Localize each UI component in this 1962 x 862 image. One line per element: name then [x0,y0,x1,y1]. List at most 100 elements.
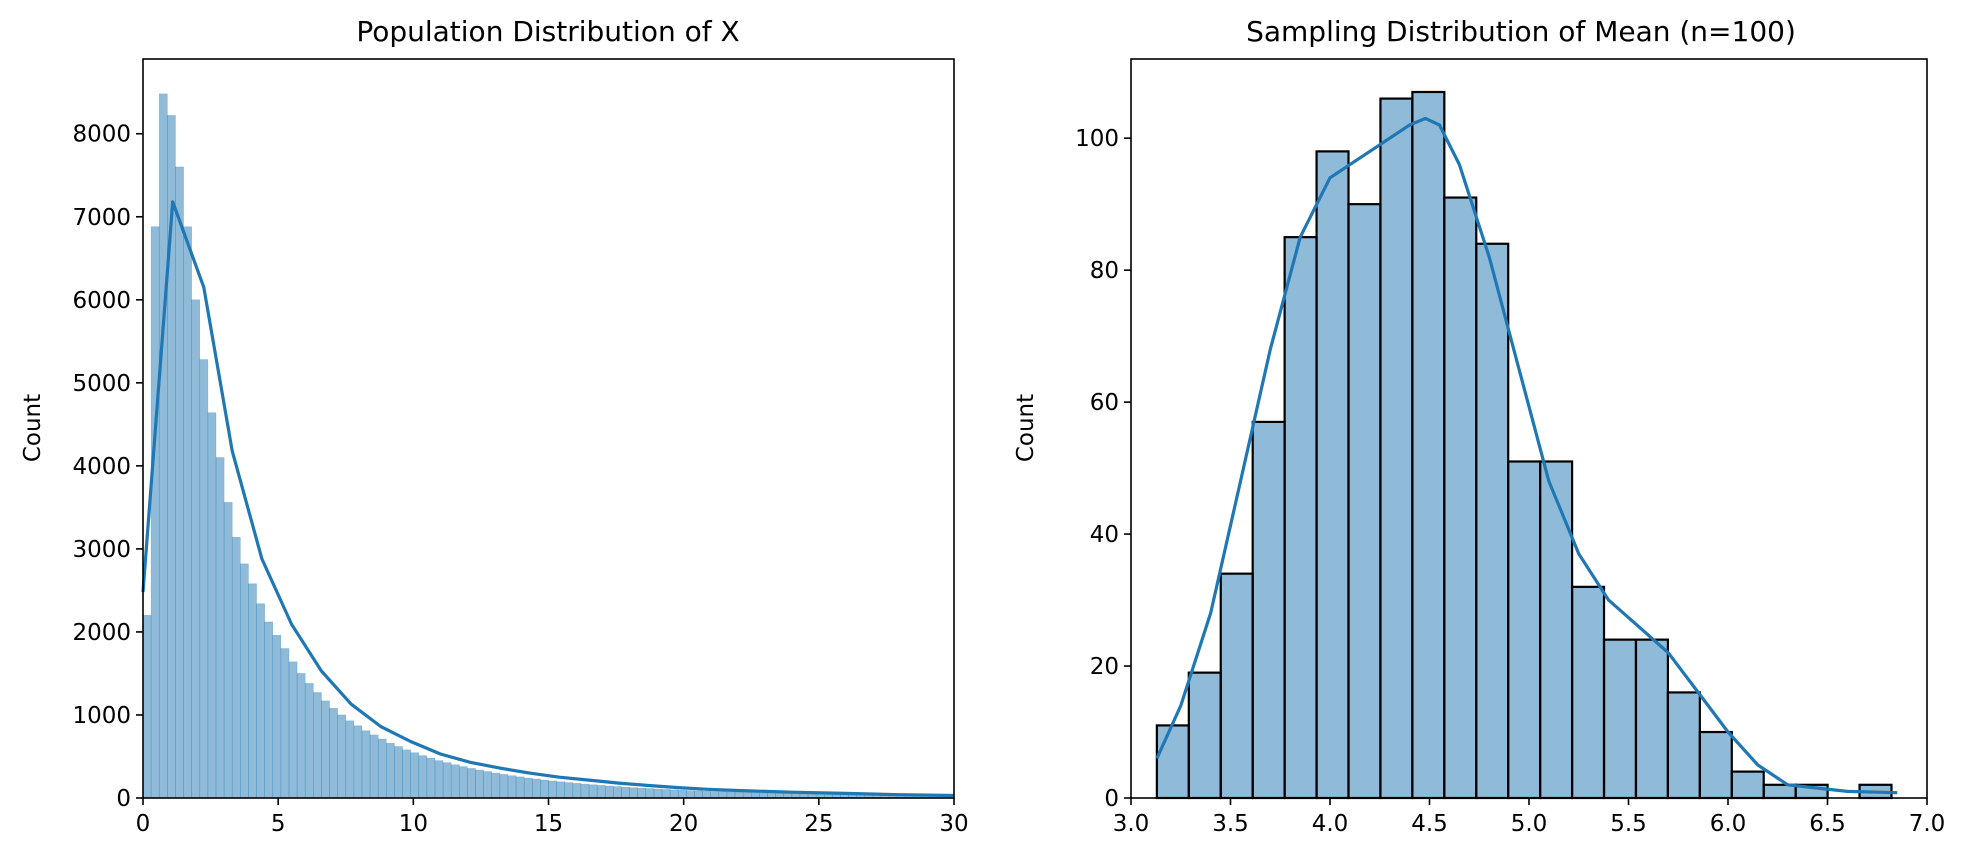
x-tick-label: 15 [534,811,563,837]
y-tick-label: 100 [1075,126,1119,152]
histogram-bar [1762,783,1797,800]
histogram-bar [183,226,192,799]
histogram-bar [580,783,590,799]
histogram-bar [240,563,249,799]
x-tick-label: 30 [939,811,968,837]
histogram-bar [191,299,201,799]
histogram-bar [645,788,655,799]
histogram-bar [158,93,168,799]
y-tick-label: 20 [1090,654,1119,680]
x-tick-label: 3.0 [1113,811,1150,837]
histogram-bar [531,778,541,799]
histogram-bars [1155,90,1893,800]
histogram-bar [1698,730,1733,800]
histogram-bar [710,791,720,799]
y-tick-label: 8000 [72,122,131,148]
histogram-bar [248,583,257,799]
chart-title: Population Distribution of X [356,15,739,48]
y-tick-label: 80 [1090,258,1119,284]
histogram-bar [556,781,566,799]
y-tick-label: 3000 [72,537,131,563]
histogram-bar [1475,242,1510,800]
x-tick-label: 7.0 [1909,811,1946,837]
histogram-bar [1315,150,1350,800]
histogram-bar [621,786,630,799]
histogram-bar [175,166,184,799]
kde-curve [141,200,955,798]
histogram-bar [475,769,484,799]
x-tick-label: 5 [271,811,286,837]
y-tick-label: 4000 [72,454,131,480]
histogram-bar [1251,420,1286,800]
y-axis-label: Count [1013,394,1039,462]
x-tick-label: 5.5 [1610,811,1647,837]
x-tick-label: 10 [399,811,428,837]
kde-line [1155,116,1898,795]
histogram-bar [361,730,371,799]
histogram-bar [637,787,647,799]
histogram-bar [385,742,395,799]
histogram-bar [734,791,744,799]
axes: 0 5 10 15 20 25 30 0 1000 2000 3000 4000 5000 6000 700… [72,58,969,837]
x-tick-label: 6.0 [1710,811,1747,837]
histogram-bars [142,93,955,799]
y-tick-label: 1000 [72,703,131,729]
histogram-bar [345,720,355,799]
histogram-bar [450,764,460,799]
histogram-bar [588,784,598,799]
histogram-bar [1730,770,1765,800]
histogram-bar [458,766,468,799]
y-tick-label: 0 [1104,786,1119,812]
histogram-bar [402,749,411,799]
axes: 3.0 3.5 4.0 4.5 5.0 5.5 6.0 6.5 7.0 0 20 40 60 80 100 [1075,58,1946,837]
histogram-bar [418,755,428,799]
x-tick-label: 20 [669,811,698,837]
histogram-bar [686,790,695,799]
chart-title: Sampling Distribution of Mean (n=100) [1246,15,1796,48]
x-tick-label: 3.5 [1212,811,1249,837]
y-tick-label: 60 [1090,390,1119,416]
histogram-bar [669,789,679,799]
x-tick-label: 6.5 [1809,811,1846,837]
histogram-bar [702,790,712,799]
histogram-bar [264,621,274,799]
histogram-bar [442,762,452,799]
histogram-bar [718,791,728,799]
histogram-bar [142,615,152,799]
histogram-bar [564,782,574,799]
histogram-bar [313,692,322,799]
histogram-bar [483,771,493,799]
histogram-bar [596,785,606,799]
y-tick-label: 7000 [72,205,131,231]
histogram-bar [1155,724,1190,800]
histogram-bar [231,536,241,799]
histogram-bar [434,760,444,799]
histogram-bar [288,661,298,799]
histogram-bar [467,768,476,799]
histogram-bar [272,634,282,799]
x-tick-label: 25 [804,811,833,837]
histogram-bar [150,226,160,799]
histogram-bar [653,788,663,799]
histogram-bar [523,777,533,799]
histogram-bar [394,746,403,799]
histogram-bar [337,714,347,799]
histogram-bar [1443,196,1478,800]
y-tick-label: 0 [116,786,131,812]
chart-population: Population Distribution of X Count 0 5 10 1… [20,15,969,837]
histogram-bar [296,673,306,799]
histogram-bar [1602,638,1638,800]
histogram-bar [604,785,614,799]
histogram-bar [207,412,217,799]
histogram-bar [426,757,436,799]
x-tick-label: 0 [136,811,151,837]
kde-line [141,200,955,798]
histogram-bar [1187,671,1222,800]
histogram-bar [321,700,330,799]
histogram-bar [1411,90,1446,800]
histogram-bar [677,789,687,799]
histogram-bar [694,790,703,799]
y-tick-label: 2000 [72,620,131,646]
histogram-bar [1666,691,1701,800]
histogram-bar [540,779,549,799]
